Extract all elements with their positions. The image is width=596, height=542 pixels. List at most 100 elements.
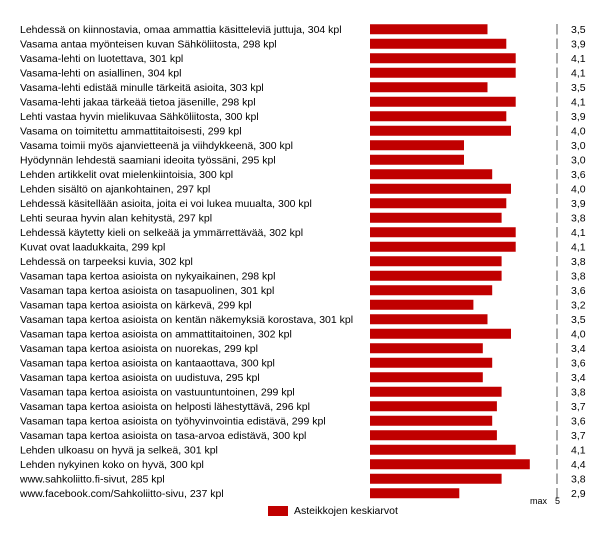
bar [370,111,507,122]
category-label: Hyödynnän lehdestä saamiani ideoita työs… [20,155,276,167]
value-label: 4,1 [571,445,586,457]
value-label: 4,1 [571,97,586,109]
category-label: Lehdessä on tarpeeksi kuvia, 302 kpl [20,256,193,268]
bar [370,488,460,499]
bar [370,241,516,252]
value-label: 3,0 [571,140,586,152]
category-label: Vasaman tapa kertoa asioista on tasapuol… [20,285,274,297]
bar [370,154,464,165]
bar [370,38,507,49]
value-label: 3,9 [571,39,586,51]
category-label: www.sahkoliitto.fi-sivut, 285 kpl [19,474,165,486]
value-label: 3,5 [571,82,586,94]
category-label: Vasaman tapa kertoa asioista on kentän n… [20,314,353,326]
bar [370,473,502,484]
category-label: Vasaman tapa kertoa asioista on kantaaot… [20,358,275,370]
bar [370,125,511,136]
bar [370,212,502,223]
category-label: Lehdessä käsitellään asioita, joita ei v… [20,198,312,210]
bar [370,227,516,238]
value-label: 3,8 [571,474,586,486]
value-label: 3,5 [571,24,586,36]
bar [370,444,516,455]
bar [370,430,497,441]
value-label: 3,8 [571,271,586,283]
value-label: 3,2 [571,300,586,312]
bar [370,401,497,412]
category-label: Lehti vastaa hyvin mielikuvaa Sähköliito… [20,111,259,123]
category-label: Lehden nykyinen koko on hyvä, 300 kpl [20,459,204,471]
category-label: Vasama-lehti on asiallinen, 304 kpl [20,68,181,80]
value-label: 4,0 [571,184,586,196]
value-label: 3,9 [571,198,586,210]
value-label: 3,6 [571,169,586,181]
category-label: Lehdessä käytetty kieli on selkeää ja ym… [20,227,303,239]
category-label: Lehti seuraa hyvin alan kehitystä, 297 k… [20,213,212,225]
value-label: 3,4 [571,372,586,384]
bar [370,183,511,194]
value-label: 4,0 [571,329,586,341]
value-label: 3,9 [571,111,586,123]
value-label: 3,8 [571,387,586,399]
value-label: 3,7 [571,401,586,413]
category-label: Vasaman tapa kertoa asioista on ammattit… [20,329,292,341]
category-label: Vasaman tapa kertoa asioista on uudistuv… [20,372,260,384]
axis-max-value: 5 [555,496,561,506]
category-label: Vasama toimii myös ajanvietteenä ja viih… [20,140,293,152]
category-label: Vasaman tapa kertoa asioista on nykyaika… [20,271,275,283]
bar [370,140,464,151]
category-label: Vasama-lehti on luotettava, 301 kpl [20,53,183,65]
category-label: Lehden ulkoasu on hyvä ja selkeä, 301 kp… [20,445,218,457]
bar [370,343,483,354]
bar [370,67,516,78]
category-label: Vasaman tapa kertoa asioista on nuorekas… [20,343,258,355]
value-label: 3,8 [571,256,586,268]
value-label: 4,1 [571,242,586,254]
value-label: 3,6 [571,358,586,370]
value-label: 4,1 [571,227,586,239]
category-label: Lehden artikkelit ovat mielenkiintoisia,… [20,169,233,181]
category-label: Lehdessä on kiinnostavia, omaa ammattia … [20,24,342,36]
category-label: Vasama-lehti jakaa tärkeää tietoa jäseni… [20,97,256,109]
value-label: 3,8 [571,213,586,225]
value-label: 3,4 [571,343,586,355]
legend-swatch [268,506,288,516]
category-label: Vasaman tapa kertoa asioista on vastuunt… [20,387,295,399]
category-label: www.facebook.com/Sahkoliitto-sivu, 237 k… [19,488,224,500]
bar [370,314,488,325]
value-label: 3,7 [571,430,586,442]
bar [370,24,488,35]
value-label: 3,0 [571,155,586,167]
value-label: 4,1 [571,53,586,65]
category-label: Vasama antaa myönteisen kuvan Sähköliito… [20,39,277,51]
bar [370,82,488,93]
category-label: Vasaman tapa kertoa asioista on työhyvin… [20,416,326,428]
value-label: 3,6 [571,285,586,297]
value-label: 4,0 [571,126,586,138]
bar [370,357,493,368]
bar [370,256,502,267]
legend: Asteikkojen keskiarvot [268,505,398,517]
bar [370,96,516,107]
bar [370,415,493,426]
bar [370,169,493,180]
value-label: 3,6 [571,416,586,428]
category-label: Vasama on toimitettu ammattitaitoisesti,… [20,126,242,138]
legend-label: Asteikkojen keskiarvot [294,505,398,517]
value-label: 3,5 [571,314,586,326]
category-label: Vasama-lehti edistää minulle tärkeitä as… [20,82,264,94]
bar [370,299,474,310]
bar [370,285,493,296]
bar [370,459,530,470]
bar [370,328,511,339]
bar [370,386,502,397]
category-label: Kuvat ovat laadukkaita, 299 kpl [20,242,165,254]
axis-max-label: max [530,496,548,506]
value-label: 4,4 [571,459,586,471]
category-label: Vasaman tapa kertoa asioista on kärkevä,… [20,300,252,312]
bar [370,53,516,64]
value-label: 2,9 [571,488,586,500]
axis-max-note: max 5 [530,496,560,506]
